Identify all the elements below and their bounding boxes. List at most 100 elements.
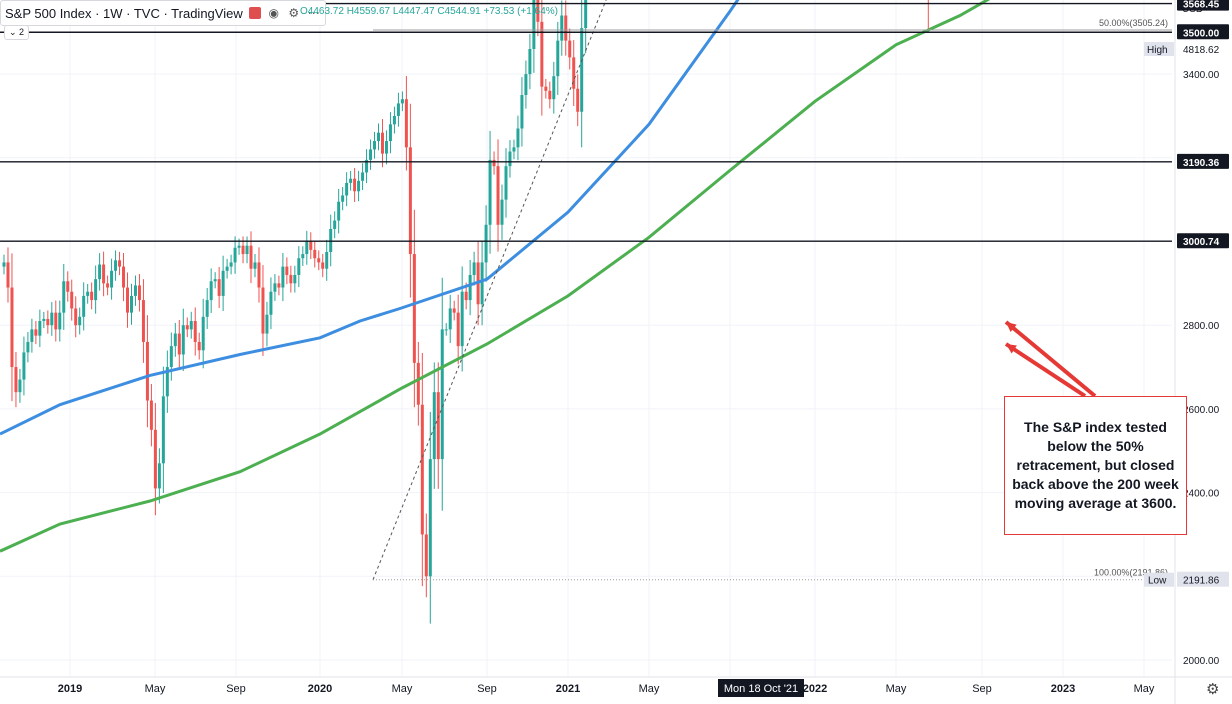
- candle-body: [325, 251, 329, 269]
- candle-body: [480, 262, 484, 305]
- candle-body: [484, 224, 488, 263]
- collapse-indicators-button[interactable]: ⌄ 2: [4, 25, 30, 40]
- candle-body: [408, 147, 412, 255]
- price-tag: [1177, 233, 1229, 249]
- candle-body: [309, 241, 313, 250]
- arrow-shaft: [1004, 320, 1097, 398]
- candle-body: [512, 147, 516, 152]
- high-tag: [1144, 42, 1174, 56]
- annotation-box: The S&P index tested below the 50% retra…: [1004, 396, 1187, 535]
- y-tick-label: 2400.00: [1183, 489, 1220, 500]
- indicator-count: 2: [19, 27, 25, 37]
- candle-body: [460, 291, 464, 347]
- candle-body: [568, 40, 572, 58]
- candle-body: [145, 341, 149, 401]
- time-axis-label: Sep: [972, 683, 992, 695]
- candle-body: [305, 241, 309, 255]
- candle-body: [157, 463, 161, 489]
- candle-body: [384, 141, 388, 154]
- y-tick-label: 2000.00: [1183, 656, 1220, 667]
- candle-body: [90, 291, 94, 301]
- candle-body: [245, 245, 249, 255]
- candle-body: [373, 141, 377, 150]
- candle-body: [106, 283, 110, 288]
- candle-body: [62, 281, 66, 313]
- candle-body: [217, 279, 221, 296]
- candle-body: [500, 199, 504, 225]
- time-axis-label: 2022: [803, 683, 827, 695]
- candle-body: [580, 28, 584, 112]
- candle-body: [253, 262, 257, 269]
- time-axis-label: Sep: [477, 683, 497, 695]
- candle-body: [66, 281, 70, 292]
- candle-body: [2, 262, 6, 267]
- candle-body: [118, 260, 122, 267]
- candle-body: [257, 262, 261, 288]
- low-value-tag: [1177, 571, 1229, 587]
- candle-body: [122, 266, 126, 288]
- symbol-header[interactable]: S&P 500 Index · 1W · TVC · TradingView ◉…: [0, 0, 326, 26]
- candle-body: [452, 308, 456, 313]
- candle-body: [424, 534, 428, 577]
- crosshair-date-label: Mon 18 Oct '21: [724, 683, 798, 695]
- candle-body: [201, 316, 205, 351]
- candle-body: [444, 329, 448, 331]
- candle-body: [540, 21, 544, 87]
- chart-settings-icon[interactable]: ⚙: [1206, 681, 1220, 698]
- candle-body: [448, 308, 452, 330]
- candle-body: [341, 195, 345, 202]
- candle-body: [544, 86, 548, 91]
- candle-body: [141, 300, 145, 342]
- candle-body: [301, 254, 305, 259]
- low-tag-label: Low: [1148, 576, 1167, 587]
- candle-body: [377, 132, 381, 142]
- time-axis-label: 2020: [308, 683, 332, 695]
- candle-body: [241, 245, 245, 255]
- arrow-head: [1006, 344, 1017, 354]
- candle-body: [496, 166, 500, 225]
- candle-body: [357, 180, 361, 192]
- candle-body: [297, 258, 301, 275]
- candle-body: [14, 367, 18, 393]
- candle-body: [504, 166, 508, 200]
- candle-body: [149, 400, 153, 430]
- candle-body: [337, 201, 341, 221]
- settings-icon[interactable]: ⚙: [288, 6, 300, 20]
- candle-body: [30, 329, 34, 342]
- candle-body: [536, 0, 540, 22]
- high-value-label: 4818.62: [1183, 45, 1220, 56]
- candle-body: [576, 88, 580, 112]
- candle-body: [564, 15, 568, 41]
- candle-body: [102, 264, 106, 284]
- candle-body: [472, 262, 476, 275]
- candle-body: [432, 392, 436, 460]
- ma-100-week-line: [0, 0, 740, 436]
- candle-body: [584, 0, 588, 29]
- candle-body: [205, 300, 209, 317]
- candle-body: [508, 151, 512, 167]
- eye-icon[interactable]: ◉: [268, 6, 279, 20]
- price-axis: [1175, 0, 1232, 704]
- more-icon[interactable]: ⋯: [307, 6, 320, 20]
- candle-body: [249, 245, 253, 269]
- candle-body: [285, 266, 289, 275]
- candle-body: [18, 379, 22, 393]
- candle-body: [420, 404, 424, 535]
- time-axis-label: May: [1134, 683, 1155, 695]
- candle-body: [488, 159, 492, 225]
- candle-body: [456, 312, 460, 347]
- candle-body: [428, 459, 432, 577]
- candle-body: [369, 149, 373, 160]
- candle-body: [209, 281, 213, 301]
- candle-body: [361, 172, 365, 181]
- flag-icon[interactable]: [248, 7, 261, 19]
- candle-body: [293, 274, 297, 284]
- candle-body: [86, 291, 90, 296]
- candle-body: [400, 99, 404, 104]
- low-tag: [1144, 572, 1174, 587]
- candle-body: [329, 228, 333, 252]
- candle-body: [261, 287, 265, 334]
- price-tag-label: 3190.36: [1183, 158, 1220, 169]
- candle-body: [173, 333, 177, 347]
